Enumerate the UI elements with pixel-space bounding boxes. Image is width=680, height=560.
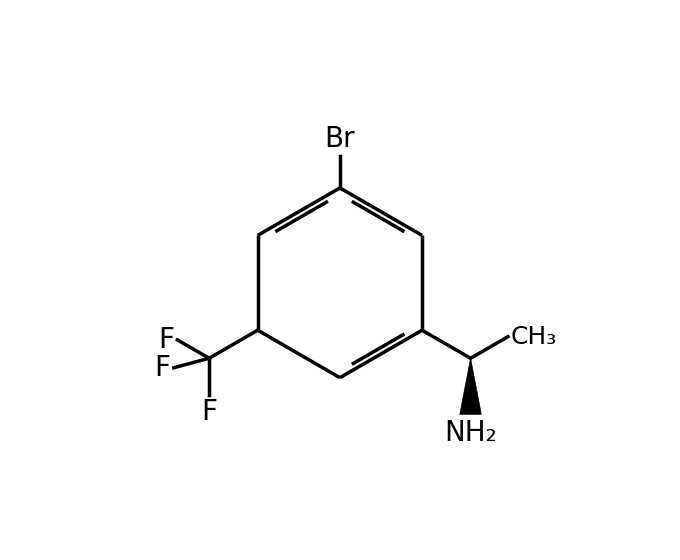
Text: F: F xyxy=(158,326,174,354)
Text: NH₂: NH₂ xyxy=(444,419,497,447)
Text: CH₃: CH₃ xyxy=(511,325,557,349)
Polygon shape xyxy=(460,358,481,414)
Text: Br: Br xyxy=(324,125,355,153)
Text: F: F xyxy=(201,398,217,426)
Text: F: F xyxy=(154,354,170,382)
